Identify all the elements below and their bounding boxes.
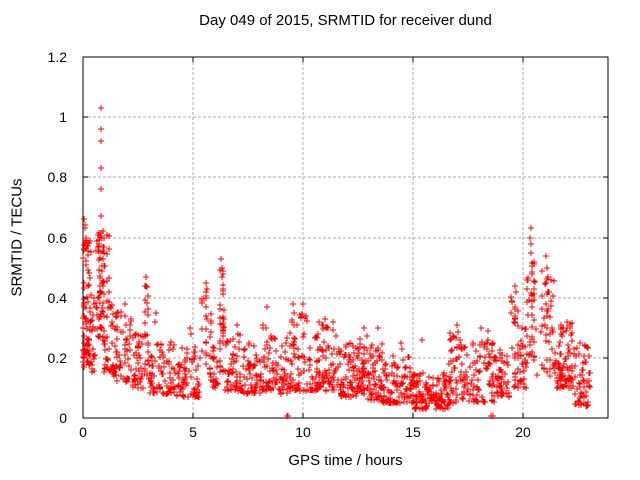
x-tick-label: 0 [79,424,87,440]
y-tick-label: 0 [59,410,67,426]
x-tick-label: 5 [189,424,197,440]
y-tick-label: 0.4 [48,290,68,306]
x-tick-label: 15 [405,424,421,440]
y-tick-label: 1 [59,109,67,125]
chart-title: Day 049 of 2015, SRMTID for receiver dun… [199,12,492,29]
x-tick-label: 10 [295,424,311,440]
y-tick-label: 0.8 [48,169,68,185]
scatter-points [80,105,593,419]
x-axis-label: GPS time / hours [288,452,403,469]
y-tick-label: 0.2 [48,350,68,366]
y-tick-label: 1.2 [48,49,68,65]
x-tick-label: 20 [515,424,531,440]
y-tick-label: 0.6 [48,230,68,246]
